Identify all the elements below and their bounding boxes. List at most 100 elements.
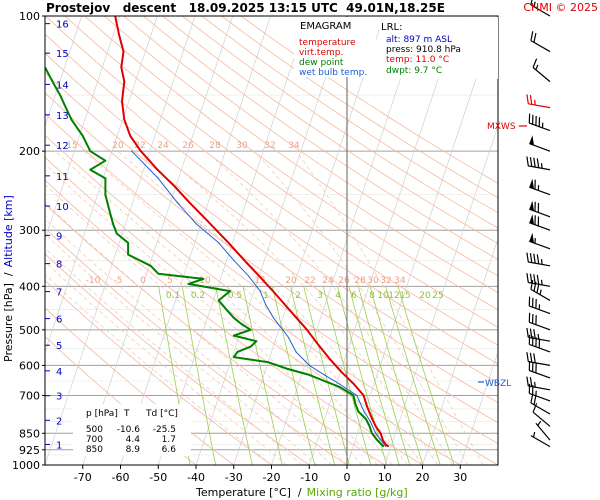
wind-barb-staff [529, 343, 551, 353]
series-point [380, 432, 382, 434]
table-cell: 8.9 [126, 445, 141, 455]
wind-barb-flag [526, 156, 529, 166]
series-point [225, 308, 227, 310]
altitude-tick-label: 15 [56, 49, 69, 60]
isotherm-line [120, 16, 271, 465]
wind-barb-staff [528, 165, 551, 171]
wind-barb [529, 232, 551, 250]
adiabat-label-lower: 30 [367, 276, 379, 286]
series-point [118, 34, 120, 36]
dry-adiabat-line [143, 16, 498, 261]
lrl-dwpt: dwpt: 9.7 °C [386, 66, 442, 76]
adiabat-label-upper: 26 [182, 141, 194, 151]
wind-barb-flag [530, 279, 534, 290]
series-point [363, 394, 365, 396]
dry-adiabat-line [201, 16, 498, 214]
series-point [250, 329, 252, 331]
temperature-tick-label: -30 [225, 471, 243, 484]
dry-adiabat-line [45, 72, 498, 403]
altitude-tick-label: 6 [56, 315, 62, 326]
wind-barb-flag [530, 31, 534, 41]
series-point [123, 81, 125, 83]
series-point [127, 254, 129, 256]
wind-barb [528, 296, 551, 315]
series-point [354, 403, 356, 405]
isotherm-line [82, 16, 234, 465]
temperature-tick-label: -40 [187, 471, 205, 484]
series-point [187, 283, 189, 285]
adiabat-label-lower: 28 [354, 276, 366, 286]
altitude-tick-label: 5 [56, 341, 62, 352]
altitude-tick-label: 10 [56, 202, 69, 213]
mixing-ratio-label: 0.2 [191, 291, 205, 301]
adiabat-label-upper: 22 [134, 141, 145, 151]
series-point [218, 242, 220, 244]
series-point [120, 66, 122, 68]
wind-barb-flag [529, 95, 533, 105]
mixing-ratio-label: 8 [369, 291, 375, 301]
dry-adiabat-line [123, 16, 498, 277]
series-point [250, 346, 252, 348]
table-row: 850 8.9 6.6 [86, 445, 176, 455]
series-point [233, 356, 235, 358]
series-point [255, 340, 257, 342]
mixing-ratio-label: 1 [263, 291, 269, 301]
altitude-tick-label: 13 [56, 111, 69, 122]
altitude-tick-label: 3 [56, 392, 62, 403]
dry-adiabat-line [45, 134, 498, 465]
mixing-ratio-label: 25 [432, 291, 443, 301]
series-point [157, 273, 159, 275]
series-point [338, 386, 340, 388]
series-point [329, 358, 331, 360]
pressure-tick-labels: 100 200 300 400 500 600 700 850 925 1000 [12, 10, 45, 472]
wind-barb-half-flag [535, 64, 539, 70]
dry-adiabat-line [45, 52, 498, 384]
wind-barb-staff [529, 222, 551, 231]
lrl-box [379, 17, 498, 79]
temperature-tick-label: 10 [378, 471, 392, 484]
wind-barb [526, 273, 551, 287]
series-point [116, 232, 118, 235]
mixing-ratio-label: 20 [419, 291, 431, 301]
mixing-ratio-labels: 0.1 0.2 0.5 1 2 3 4 6 8 10 12 15 20 25 [166, 291, 444, 301]
lrl-press: press: 910.8 hPa [386, 45, 461, 55]
wind-barb-flag [529, 157, 533, 167]
wind-barb-staff [530, 288, 551, 301]
series-point [229, 290, 231, 292]
table-cell: 700 [86, 435, 103, 445]
mixing-ratio-label: 0.1 [166, 291, 180, 301]
wind-barb [526, 352, 551, 366]
wind-barb-half-flag [540, 163, 543, 169]
wind-barb-staff [530, 4, 551, 17]
wind-barb [529, 214, 551, 231]
series-point [272, 317, 274, 319]
moist-adiabat-line [45, 273, 272, 465]
series-point [265, 304, 267, 306]
dry-adiabat-line [45, 227, 348, 465]
wind-barb-half-flag [533, 1, 536, 7]
wind-barb-flag [536, 283, 540, 294]
wind-barb-flag [533, 32, 537, 43]
series-point [363, 410, 365, 413]
wind-barb-flag [529, 377, 533, 387]
series-point [287, 336, 290, 339]
wind-barb-flag [536, 274, 540, 285]
series-point [59, 94, 61, 96]
series-point [383, 445, 385, 447]
series-point [338, 383, 340, 385]
wind-barb [526, 252, 551, 267]
series-point [365, 418, 367, 420]
wind-barb [528, 334, 551, 353]
adiabat-label-upper: 32 [264, 141, 275, 151]
mixing-ratio-line [290, 286, 335, 465]
wind-barb-flag [530, 393, 534, 404]
moist-adiabat-line [205, 150, 454, 465]
series-point [323, 374, 325, 376]
wind-barb [530, 279, 551, 301]
wind-barb-staff [529, 143, 551, 152]
dry-adiabat-line [45, 307, 235, 465]
series-point [240, 323, 242, 325]
adiabat-label-lower: -5 [114, 276, 123, 286]
series-point [104, 177, 106, 179]
